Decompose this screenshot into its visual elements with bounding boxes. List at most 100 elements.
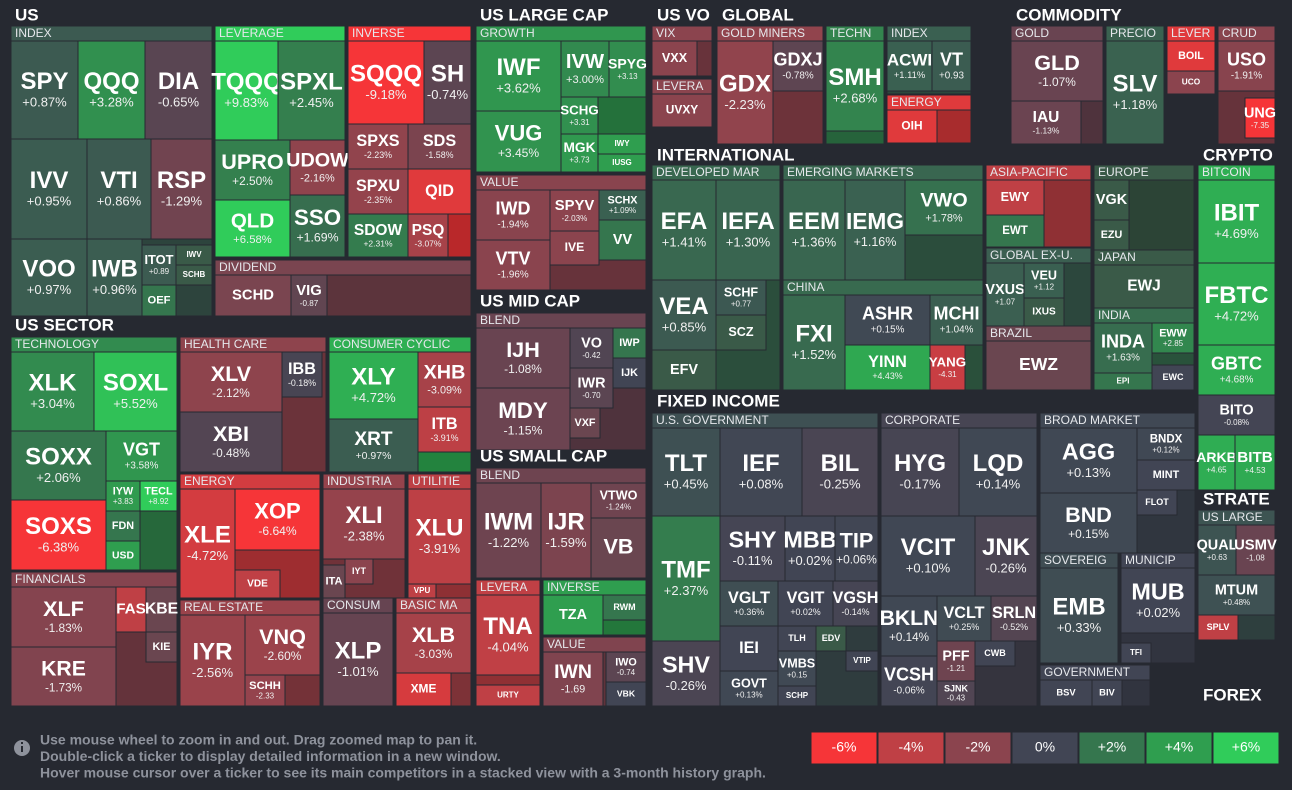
tile[interactable] — [1197, 574, 1276, 616]
tile[interactable] — [612, 357, 647, 389]
tile[interactable] — [328, 351, 419, 420]
tile[interactable] — [214, 199, 291, 258]
tile[interactable] — [1093, 219, 1130, 251]
tile[interactable] — [549, 230, 600, 266]
tile[interactable] — [825, 40, 885, 132]
tile[interactable] — [651, 179, 717, 281]
tile[interactable] — [936, 595, 992, 642]
tile[interactable] — [974, 515, 1038, 597]
tile[interactable] — [281, 351, 323, 398]
tile[interactable] — [179, 488, 236, 599]
tile[interactable] — [179, 614, 246, 707]
tile[interactable] — [929, 344, 966, 391]
tile[interactable] — [115, 586, 147, 633]
tile[interactable] — [549, 189, 600, 232]
tile[interactable] — [1197, 262, 1276, 346]
tile[interactable] — [985, 214, 1045, 248]
tile[interactable] — [150, 138, 213, 240]
tile[interactable] — [985, 340, 1092, 391]
tile[interactable] — [608, 40, 647, 98]
tile[interactable] — [936, 640, 976, 682]
tile[interactable] — [475, 482, 542, 579]
tile[interactable] — [322, 612, 394, 707]
tile[interactable] — [289, 139, 346, 196]
tile[interactable] — [1023, 297, 1065, 327]
tile[interactable] — [772, 40, 824, 92]
tile[interactable] — [475, 327, 571, 389]
tile[interactable] — [1244, 97, 1276, 139]
tile[interactable] — [542, 651, 604, 707]
tile[interactable] — [958, 427, 1038, 517]
tile[interactable] — [560, 133, 599, 173]
tile[interactable] — [475, 189, 551, 241]
tile[interactable] — [10, 351, 95, 432]
tile[interactable] — [407, 213, 449, 258]
tile[interactable] — [1166, 70, 1216, 95]
tile[interactable] — [560, 96, 599, 135]
tile[interactable] — [1039, 567, 1119, 664]
tile[interactable] — [423, 40, 472, 125]
tile[interactable] — [145, 631, 178, 663]
tile[interactable] — [844, 179, 906, 281]
tile[interactable] — [936, 680, 976, 707]
tile[interactable] — [974, 640, 1016, 667]
tile[interactable] — [1197, 434, 1236, 491]
tile[interactable] — [719, 580, 779, 627]
tile[interactable] — [475, 110, 562, 173]
tile[interactable] — [929, 294, 984, 346]
tile[interactable] — [77, 40, 146, 140]
tile[interactable] — [1151, 364, 1195, 391]
tile[interactable] — [1120, 642, 1152, 664]
tile[interactable] — [651, 40, 698, 77]
tile[interactable] — [815, 625, 847, 652]
tile[interactable] — [651, 93, 713, 128]
tile[interactable] — [605, 681, 647, 707]
tile[interactable] — [569, 407, 601, 439]
tile[interactable] — [175, 264, 213, 286]
tile[interactable] — [214, 274, 292, 317]
tile[interactable] — [590, 482, 647, 519]
tile[interactable] — [417, 351, 472, 408]
tile[interactable] — [1234, 434, 1276, 491]
tile[interactable] — [1136, 427, 1196, 461]
tile[interactable] — [105, 510, 141, 542]
tile[interactable] — [542, 594, 604, 636]
tile[interactable] — [715, 179, 781, 281]
tile[interactable] — [417, 406, 472, 453]
tile[interactable] — [290, 274, 328, 317]
tile[interactable] — [716, 40, 774, 145]
tile[interactable] — [1197, 614, 1239, 641]
tile[interactable] — [234, 488, 321, 551]
tile[interactable] — [990, 595, 1038, 642]
tile[interactable] — [880, 427, 960, 517]
tile[interactable] — [569, 367, 614, 409]
tile[interactable] — [1136, 489, 1178, 516]
tile[interactable] — [1120, 567, 1196, 634]
tile[interactable] — [777, 685, 817, 707]
tile[interactable] — [931, 40, 972, 92]
tile[interactable] — [475, 594, 541, 676]
tile[interactable] — [1197, 394, 1276, 436]
tile[interactable] — [845, 650, 879, 672]
tile[interactable] — [834, 515, 879, 582]
tile[interactable] — [407, 168, 472, 215]
tile[interactable] — [347, 40, 425, 125]
tile[interactable] — [277, 40, 346, 141]
tile[interactable] — [880, 515, 976, 597]
tile[interactable] — [719, 515, 786, 582]
tile[interactable] — [1093, 179, 1130, 221]
tile[interactable] — [590, 517, 647, 579]
tile[interactable] — [886, 40, 933, 92]
tile[interactable] — [214, 40, 279, 141]
tile[interactable] — [598, 219, 647, 261]
tile[interactable] — [244, 614, 321, 676]
tile[interactable] — [475, 239, 551, 291]
tile[interactable] — [719, 670, 779, 707]
tile[interactable] — [651, 640, 721, 707]
tile[interactable] — [10, 40, 79, 140]
tile[interactable] — [1010, 40, 1104, 102]
tile[interactable] — [475, 387, 571, 451]
tile[interactable] — [1105, 40, 1165, 145]
tile[interactable] — [234, 569, 281, 599]
tile[interactable] — [344, 558, 374, 585]
